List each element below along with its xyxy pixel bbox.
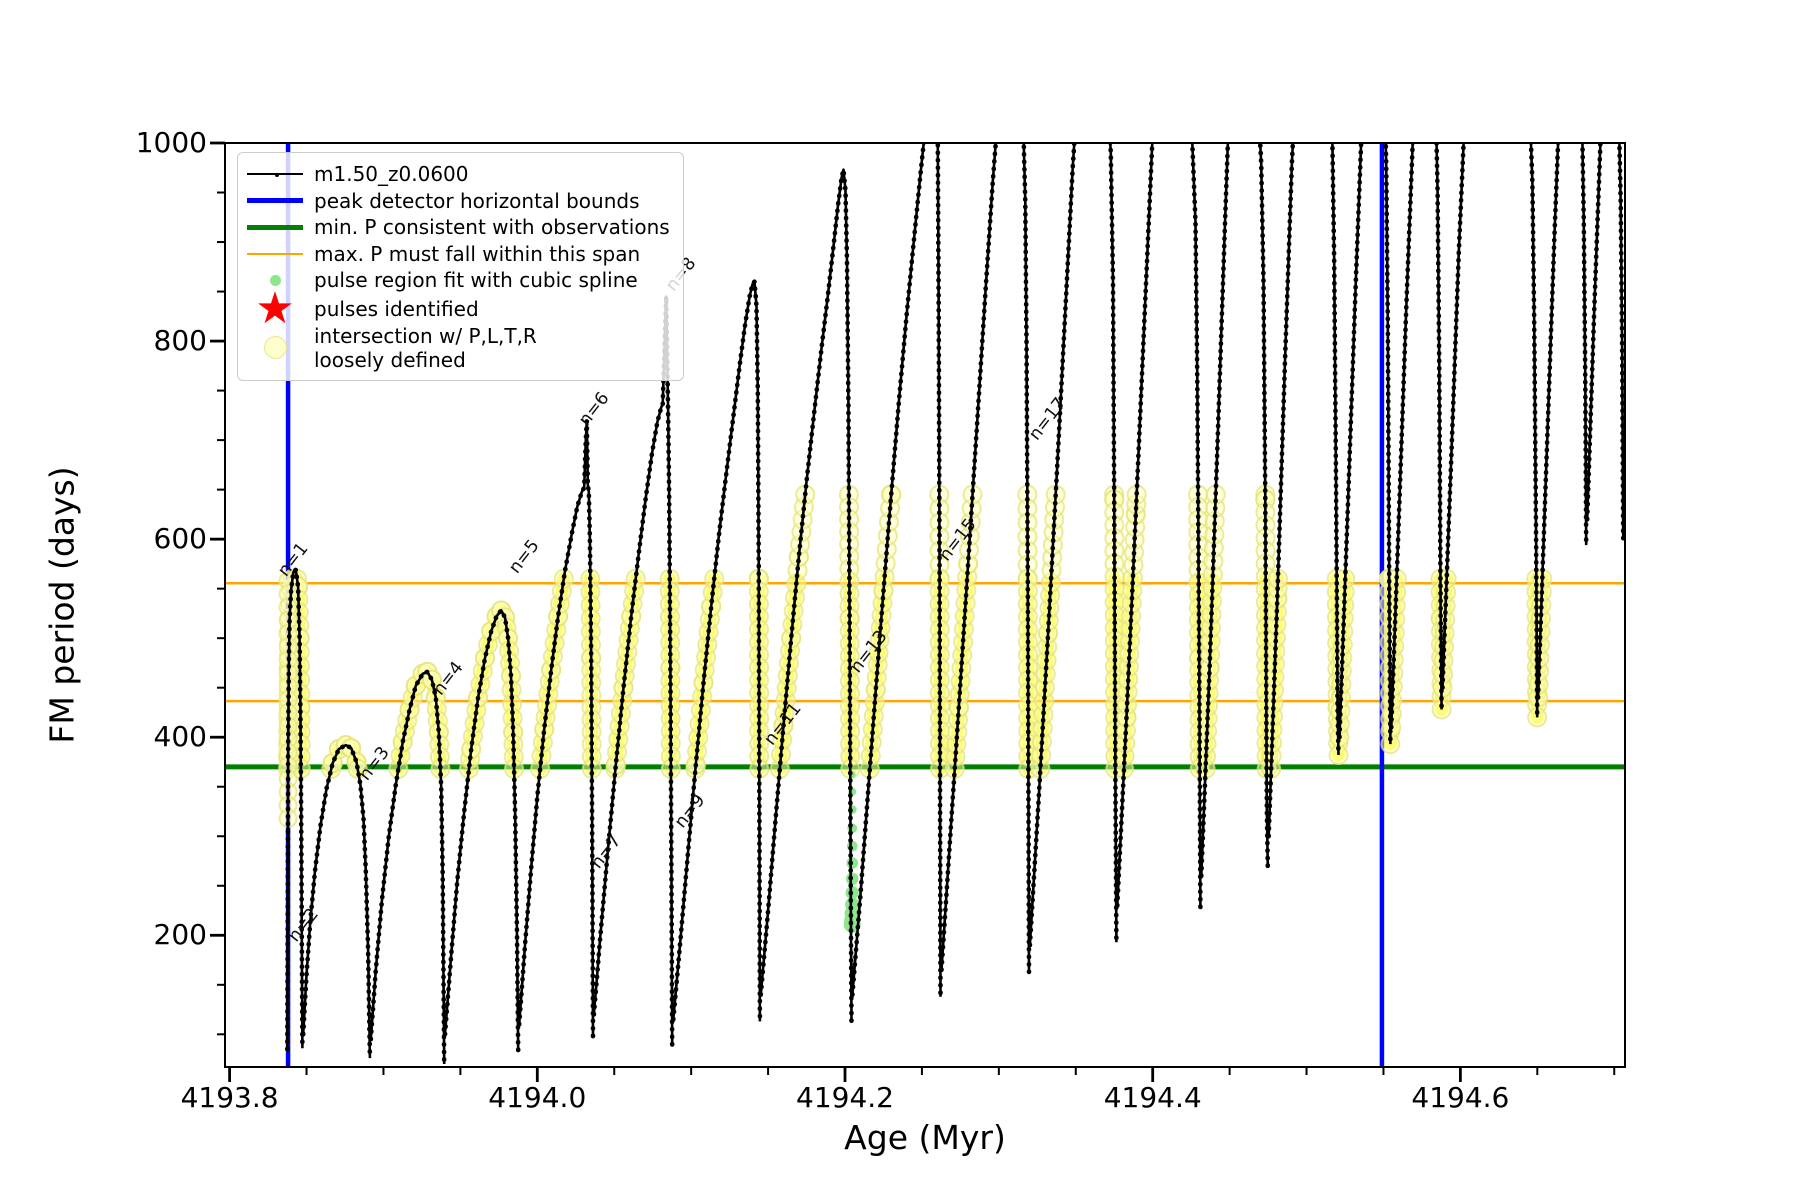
track-line-icon [244,172,306,177]
legend: m1.50_z0.0600 peak detector horizontal b… [237,152,684,381]
fm-period-track-markers [1115,143,1203,910]
lightgreen-dot-icon [244,274,306,286]
x-tick-label: 4193.8 [180,1081,279,1114]
fm-period-track-markers [1337,143,1393,747]
legend-label: pulses identified [314,296,479,321]
legend-label: peak detector horizontal bounds [314,188,640,213]
legend-item-track: m1.50_z0.0600 [244,161,673,188]
x-axis-title: Age (Myr) [844,1118,1006,1157]
x-tick-label: 4194.6 [1411,1081,1510,1114]
fm-period-track-markers [1584,143,1625,541]
fm-period-track [672,280,762,1022]
y-tick-label: 400 [153,720,207,754]
x-tick-label: 4194.4 [1103,1081,1202,1114]
fm-period-track [1028,143,1118,946]
pulse-label: n=6 [575,389,613,430]
x-tick-label: 4194.0 [488,1081,587,1114]
fm-period-track [1267,143,1340,837]
y-tick-label: 1000 [135,126,207,159]
fm-period-track-markers [1389,143,1444,730]
fm-period-track [517,420,595,1037]
fm-period-track-markers [516,421,596,1039]
legend-label: intersection w/ P,L,T,R loosely defined [314,323,537,372]
legend-label: min. P consistent with observations [314,215,670,240]
fm-period-track-markers [1199,143,1271,879]
fm-period-track [1585,143,1625,539]
fm-period-track-markers [758,169,854,1025]
pulse-label: n=5 [505,536,543,577]
y-tick-label: 600 [153,522,207,556]
fm-period-track-markers [368,668,447,1067]
legend-item-min-P: min. P consistent with observations [244,214,673,241]
legend-label: max. P must fall within this span [314,241,641,266]
y-tick-label: 200 [153,918,207,952]
green-line-icon [244,224,306,230]
pulse-label: n=9 [671,791,709,832]
plot-spines [224,142,1626,1068]
fm-period-track-markers [1440,143,1540,720]
fm-period-track [851,143,942,997]
fm-period-track-markers [300,742,373,1061]
fm-period-track [1441,143,1539,718]
legend-label: pulse region fit with cubic spline [314,268,638,293]
x-tick-label: 4194.2 [796,1081,894,1114]
y-axis-title: FM period (days) [42,466,82,744]
pulse-label: n=3 [355,743,393,784]
legend-item-max-P-span: max. P must fall within this span [244,241,673,268]
orange-line-icon [244,252,306,255]
fm-period-track-markers [1535,143,1589,700]
legend-label: m1.50_z0.0600 [314,162,469,187]
pulse-label: n=17 [1025,394,1070,444]
fm-period-track-markers [591,296,675,1049]
legend-item-pulses: ★ pulses identified [244,282,673,334]
red-star-icon: ★ [255,282,295,334]
fm-period-track-markers [1027,143,1119,948]
y-tick-label: 800 [153,324,207,358]
fm-period-track [940,143,1031,972]
blue-line-icon [244,198,306,204]
pulse-label: n=1 [274,539,312,580]
fm-period-track-markers [285,565,305,1052]
fm-period-track-markers [442,606,521,1054]
fm-period-track-markers [939,143,1032,975]
legend-item-peak-bounds: peak detector horizontal bounds [244,188,673,215]
legend-item-intersection: intersection w/ P,L,T,R loosely defined [244,324,673,372]
legend-item-pulse-fit: pulse region fit with cubic spline [244,267,673,294]
fm-period-track-markers [671,276,763,1024]
fm-period-track [759,168,853,1023]
plot-area [225,143,1625,1067]
pale-yellow-circle-icon [244,336,306,359]
